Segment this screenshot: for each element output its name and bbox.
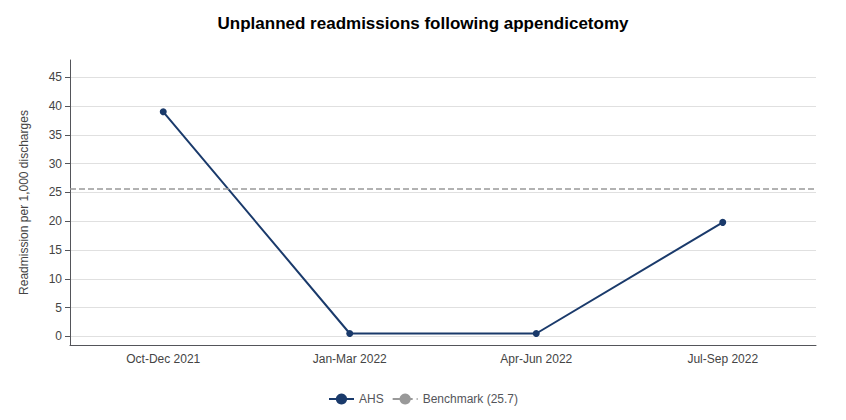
svg-text:Readmission per 1,000 discharg: Readmission per 1,000 discharges (17, 110, 31, 295)
svg-text:Oct-Dec 2021: Oct-Dec 2021 (126, 352, 200, 366)
svg-text:Unplanned readmissions followi: Unplanned readmissions following appendi… (218, 14, 629, 33)
svg-text:40: 40 (49, 99, 63, 113)
svg-text:45: 45 (49, 70, 63, 84)
svg-text:Apr-Jun 2022: Apr-Jun 2022 (500, 352, 572, 366)
svg-text:25: 25 (49, 185, 63, 199)
svg-text:Jan-Mar 2022: Jan-Mar 2022 (313, 352, 387, 366)
svg-text:20: 20 (49, 214, 63, 228)
svg-text:5: 5 (55, 301, 62, 315)
svg-text:35: 35 (49, 128, 63, 142)
svg-text:AHS: AHS (359, 392, 384, 406)
svg-text:0: 0 (55, 329, 62, 343)
svg-text:30: 30 (49, 157, 63, 171)
svg-text:Benchmark (25.7): Benchmark (25.7) (423, 392, 518, 406)
svg-text:10: 10 (49, 272, 63, 286)
svg-text:15: 15 (49, 243, 63, 257)
svg-text:Jul-Sep 2022: Jul-Sep 2022 (687, 352, 758, 366)
